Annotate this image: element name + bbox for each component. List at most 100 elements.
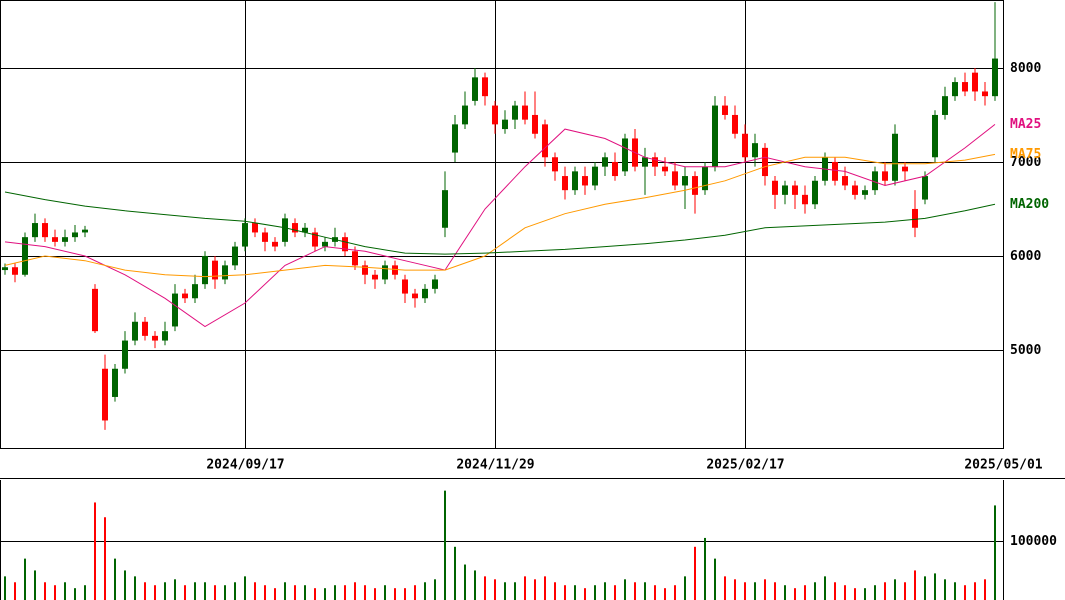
candle-body [792,185,798,195]
volume-bar [694,546,696,600]
candle-body [82,229,88,233]
volume-bar [904,582,906,600]
y-tick-label: 100000 [1010,534,1057,549]
volume-bar [524,576,526,600]
candle-body [692,176,698,195]
volume-bar [844,585,846,600]
volume-bar [314,588,316,600]
candle-body [602,157,608,167]
x-tick-label: 2025/02/17 [706,458,784,473]
volume-bar [134,576,136,600]
candle-body [962,82,968,92]
volume-bar [594,585,596,600]
candle-body [362,265,368,275]
volume-bar [464,564,466,600]
candle-body [422,288,428,299]
volume-bar [224,585,226,600]
volume-bar [374,588,376,600]
volume-bar [4,576,6,600]
volume-bar [864,588,866,600]
candle-body [22,237,28,275]
volume-bar [284,582,286,600]
volume-bar [734,579,736,600]
volume-bar [644,582,646,600]
volume-bar [94,502,96,600]
volume-bar [254,582,256,600]
candle-body [742,133,748,158]
volume-bar [344,585,346,600]
candle-body [452,124,458,153]
volume-bar [854,588,856,600]
volume-bar [954,582,956,600]
candle-body [622,138,628,172]
candle-body [322,241,328,247]
volume-bar [574,585,576,600]
candle-body [882,171,888,181]
candle-body [972,72,978,92]
legend-label: MA25 [1010,117,1041,132]
candle-body [112,368,118,397]
volume-bar [484,576,486,600]
volume-bar [74,588,76,600]
candle-body [952,82,958,97]
legend-label: MA200 [1010,197,1049,212]
volume-bar [884,582,886,600]
volume-bar [14,582,16,600]
volume-bar [54,585,56,600]
volume-bar [984,579,986,600]
volume-bar [564,585,566,600]
candle-body [412,293,418,299]
candle-body [772,180,778,195]
volume-bar [514,582,516,600]
candle-body [352,251,358,266]
volume-bar [404,588,406,600]
candle-body [752,143,758,158]
volume-bar [274,588,276,600]
candle-body [272,241,278,247]
candle-body [732,114,738,134]
candle-body [642,157,648,167]
volume-bar [634,582,636,600]
volume-bar [724,576,726,600]
candle-body [592,166,598,186]
candle-body [862,190,868,195]
volume-bar [244,576,246,600]
volume-bar [874,585,876,600]
y-tick-label: 7000 [1010,155,1041,170]
candle-body [562,176,568,191]
volume-bar [674,585,676,600]
candle-body [572,171,578,191]
volume-bar [974,582,976,600]
volume-bar [544,576,546,600]
volume-bar [264,585,266,600]
candle-body [372,274,378,280]
candle-body [222,265,228,280]
moving-average [4,124,996,328]
volume-bar [424,582,426,600]
candle-body [342,237,348,252]
volume-bar [924,576,926,600]
volume-bar [154,585,156,600]
volume-bar [164,582,166,600]
volume-bar [784,585,786,600]
candle-body [122,340,128,369]
volume-bar [144,582,146,600]
volume-bar [474,570,476,600]
candle-body [532,114,538,134]
candle-body [832,161,838,181]
x-tick-label: 2024/09/17 [206,458,284,473]
candle-body [162,331,168,341]
candle-body [202,255,208,285]
volume-bar [554,582,556,600]
volume-bar [414,585,416,600]
candle-body [52,237,58,242]
candle-body [502,119,508,130]
candle-body [812,180,818,205]
candle-body [2,267,8,271]
volume-bar [704,537,706,600]
candle-body [12,267,18,275]
candle-body [182,293,188,299]
candle-body [402,279,408,294]
candle-body [302,227,308,233]
